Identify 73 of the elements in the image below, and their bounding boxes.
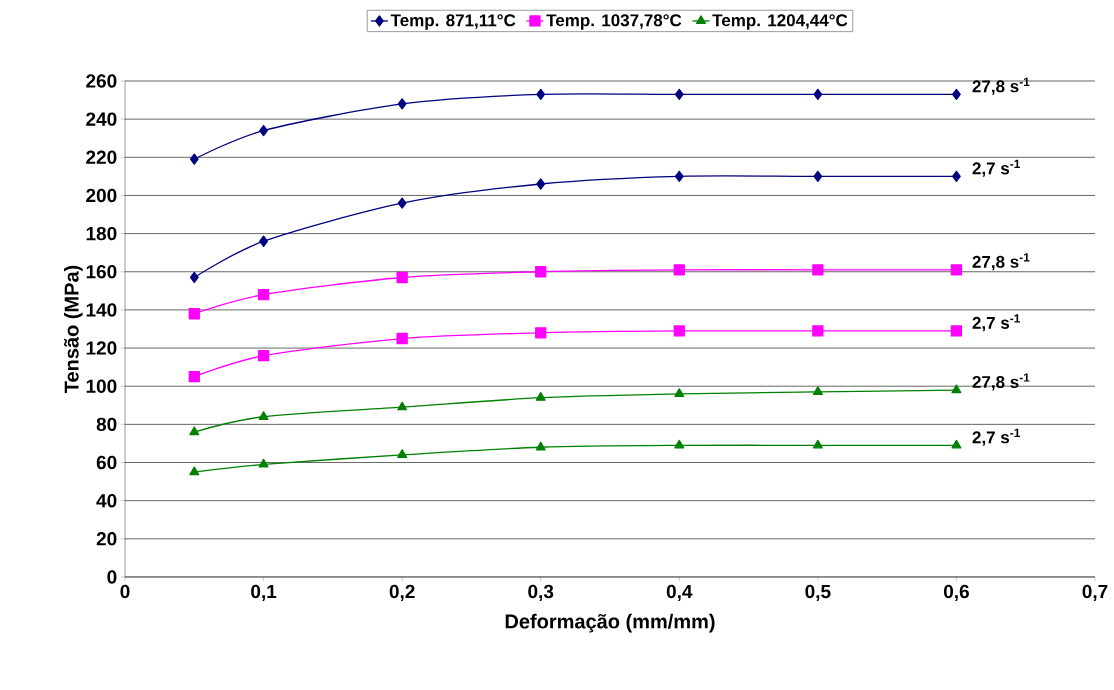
point [188, 308, 200, 320]
point [536, 88, 546, 100]
point [952, 88, 961, 100]
point [259, 235, 268, 247]
annotation: 2,7 s$^{-1}$ [972, 428, 1021, 446]
point [950, 264, 963, 276]
point [951, 439, 962, 449]
legend-label: Temp. 1204,44°C [712, 14, 848, 30]
point [673, 264, 685, 276]
x-tick-label: 0,7 [1082, 584, 1108, 601]
y-tick-label: 220 [86, 150, 117, 165]
point [397, 449, 408, 459]
y-tick-label: 140 [86, 303, 117, 317]
point [397, 401, 408, 411]
point [535, 441, 546, 451]
point [396, 271, 408, 284]
point [189, 271, 199, 284]
x-tick-label: 0,1 [251, 584, 277, 601]
point [257, 350, 270, 362]
point [258, 458, 269, 468]
point [674, 439, 685, 449]
y-tick-label: 40 [96, 493, 117, 508]
x-tick-label: 0,2 [389, 584, 415, 601]
point [189, 426, 200, 436]
annotation: 27,8 s$^{-1}$ [972, 253, 1030, 271]
point [813, 170, 823, 183]
point [536, 178, 546, 190]
y-tick-label: 240 [86, 112, 117, 126]
point [535, 327, 547, 339]
y-tick-label: 80 [96, 417, 117, 432]
y-tick-label: 120 [86, 341, 117, 355]
y-tick-label: 100 [86, 379, 117, 393]
y-axis-title: Tensão (MPa) [64, 265, 83, 394]
point [813, 88, 823, 100]
point [674, 170, 684, 183]
y-tick-label: 60 [96, 455, 117, 470]
point [189, 466, 200, 476]
y-tick-label: 200 [86, 188, 117, 203]
point [950, 325, 963, 337]
y-tick-label: 180 [86, 226, 117, 241]
annotation: 2,7 s$^{-1}$ [972, 314, 1021, 332]
point [812, 439, 823, 449]
point [257, 289, 270, 301]
point [189, 153, 199, 165]
point [397, 98, 407, 110]
point [397, 197, 407, 209]
y-tick-label: 0 [107, 570, 117, 584]
point [188, 371, 200, 383]
y-tick-label: 160 [86, 265, 117, 279]
x-tick-label: 0,3 [528, 584, 554, 601]
point [535, 392, 546, 401]
x-tick-label: 0 [120, 584, 130, 599]
annotation: 27,8 s$^{-1}$ [972, 77, 1030, 95]
point [674, 388, 685, 397]
legend-label: Temp. 871,11°C [390, 14, 516, 30]
y-tick-label: 260 [86, 74, 117, 88]
point [673, 325, 685, 337]
x-tick-label: 0,4 [666, 584, 693, 601]
point [258, 411, 269, 420]
point [812, 264, 824, 276]
point [951, 384, 962, 394]
annotation: 27,8 s$^{-1}$ [972, 373, 1030, 391]
y-tick-label: 20 [96, 532, 117, 546]
point [812, 325, 824, 337]
point [535, 266, 547, 278]
point [396, 332, 408, 345]
x-axis-title: Deformação (mm/mm) [505, 613, 715, 633]
x-tick-label: 0,5 [805, 584, 831, 601]
point [674, 88, 684, 100]
x-tick-label: 0,6 [943, 584, 969, 601]
annotation: 2,7 s$^{-1}$ [972, 159, 1021, 177]
point [812, 386, 823, 396]
legend-label: Temp. 1037,78°C [546, 14, 682, 30]
